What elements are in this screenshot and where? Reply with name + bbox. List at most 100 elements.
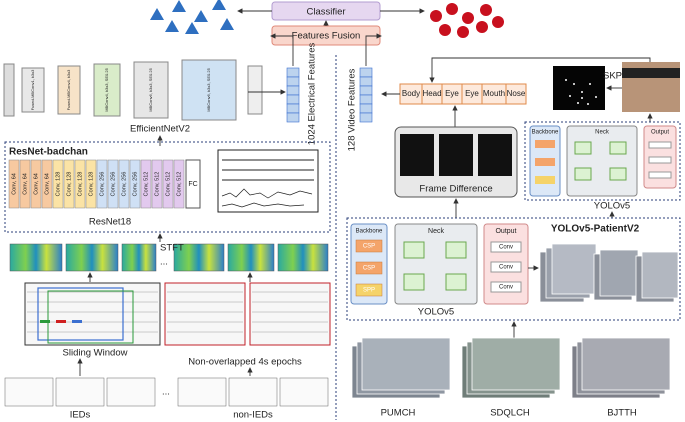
conv-out-block <box>490 241 522 253</box>
effnet-block-label: Fused-MBConv1, k3x3 <box>30 69 35 110</box>
conv-out-block <box>490 281 522 293</box>
effnet-block <box>93 63 121 117</box>
face-mask <box>622 68 680 78</box>
feature-cell <box>286 76 300 87</box>
head-block <box>247 65 263 115</box>
feature-plot <box>217 149 319 213</box>
output-blocks <box>648 141 672 179</box>
output-blocks: Conv Conv Conv <box>490 241 522 293</box>
neck-blocks <box>403 241 467 291</box>
conv-block <box>140 159 152 209</box>
conv-out-block <box>490 261 522 273</box>
circles <box>430 3 504 38</box>
conv-label: Conv, 256 <box>99 172 105 197</box>
part-label: Body <box>402 89 420 98</box>
epochs-label: Non-overlapped 4s epochs <box>188 357 302 368</box>
conv-label: Conv, 256 <box>110 172 116 197</box>
neck-label: Neck <box>428 228 444 235</box>
conv-label: Conv, 64 <box>22 173 28 195</box>
conv-label: Conv, 64 <box>33 173 39 195</box>
conv-label: Conv, 256 <box>132 172 138 197</box>
feature-cell <box>286 85 300 96</box>
sliding-label: Sliding Window <box>63 348 128 359</box>
hospital-label: BJTTH <box>607 408 637 419</box>
resnet-title: ResNet-badchan <box>9 147 88 158</box>
keypoints <box>565 79 597 105</box>
csp-block <box>355 283 383 297</box>
conv-block <box>74 159 86 209</box>
conv-blocks: Conv, 64 Conv, 64 Conv, 64 Conv, 64 Conv, 12… <box>8 159 185 209</box>
frame-images <box>400 134 512 176</box>
feature-cell <box>286 67 300 78</box>
effnet-block-label: Fused-MBConv4, k3x3 <box>66 69 71 110</box>
fusion-label: Features Fusion <box>292 31 361 42</box>
csp-label: CSP <box>363 244 375 250</box>
ieds-label: IEDs <box>70 410 91 421</box>
backbone-label: Backbone <box>532 130 559 136</box>
conv-block <box>162 159 174 209</box>
conv-label: Conv, 512 <box>165 172 171 197</box>
triangles <box>150 0 234 34</box>
conv-label: Conv, 512 <box>176 172 182 197</box>
frame-difference-label: Frame Difference <box>419 184 492 195</box>
feature-cell <box>359 85 373 96</box>
conv-block <box>52 159 64 209</box>
electrical-features-label: 1024 Electrical Features <box>307 43 318 146</box>
patient-frame <box>346 217 681 321</box>
neck-box <box>394 223 478 305</box>
hospital-photos <box>351 337 671 399</box>
conv-out-label: Conv <box>499 245 513 251</box>
patient-yolo-label: YOLOv5 <box>418 307 454 318</box>
output-label: Output <box>651 130 669 136</box>
csp-block <box>355 239 383 253</box>
efficientnet-label: EfficientNetV2 <box>130 124 190 135</box>
part-label: Nose <box>507 89 526 98</box>
conv-label: Conv, 128 <box>55 172 61 197</box>
conv-block <box>41 159 53 209</box>
conv-block <box>129 159 141 209</box>
part-label: Mouth <box>483 89 505 98</box>
conv-block <box>96 159 108 209</box>
resnet-label: ResNet18 <box>89 217 131 228</box>
part-label: Eye <box>465 89 479 98</box>
part-box <box>505 83 527 105</box>
ellipsis: ... <box>162 387 170 398</box>
eeg-samples <box>4 377 329 407</box>
effnet-block <box>57 65 81 115</box>
non-ieds-label: non-IEDs <box>233 410 273 421</box>
stft-label: STFT <box>160 243 184 254</box>
effnet-block-label: MBConv6, k3x3, SE0.25 <box>206 67 211 111</box>
effnet-block-label: MBConv6, k3x3, SE0.25 <box>148 67 153 111</box>
yolo-small-label: YOLOv5 <box>594 201 630 212</box>
part-label: Head <box>422 89 441 98</box>
skps-label: SKPS <box>603 71 628 82</box>
conv-block <box>173 159 185 209</box>
conv-label: Conv, 256 <box>121 172 127 197</box>
feature-cell <box>286 94 300 105</box>
feature-vector <box>286 67 300 123</box>
yolo-small-frame <box>524 121 681 201</box>
csp-blocks: CSP CSP SPP <box>355 239 383 297</box>
conv-block <box>8 159 20 209</box>
conv-block <box>30 159 42 209</box>
eeg-traces <box>24 282 331 346</box>
conv-label: Conv, 64 <box>11 173 17 195</box>
feature-cell <box>359 94 373 105</box>
conv-block <box>118 159 130 209</box>
patient-title: YOLOv5-PatientV2 <box>551 224 640 235</box>
backbone-label: Backbone <box>356 229 383 235</box>
neck-box <box>566 125 638 197</box>
efficientnet: Fused-MBConv1, k3x3 Fused-MBConv4, k3x3 MB… <box>3 59 263 121</box>
feature-vector <box>359 67 373 123</box>
conv-label: Conv, 64 <box>44 173 50 195</box>
hospital-label: PUMCH <box>381 408 416 419</box>
skps-image <box>553 66 605 110</box>
neck-blocks <box>574 141 627 181</box>
effnet-block <box>21 67 45 113</box>
conv-label: Conv, 128 <box>88 172 94 197</box>
effnet-block <box>133 61 169 119</box>
fc-box <box>185 159 201 209</box>
arrow <box>429 57 651 83</box>
effnet-block <box>181 59 237 121</box>
ellipsis: ... <box>160 257 168 268</box>
